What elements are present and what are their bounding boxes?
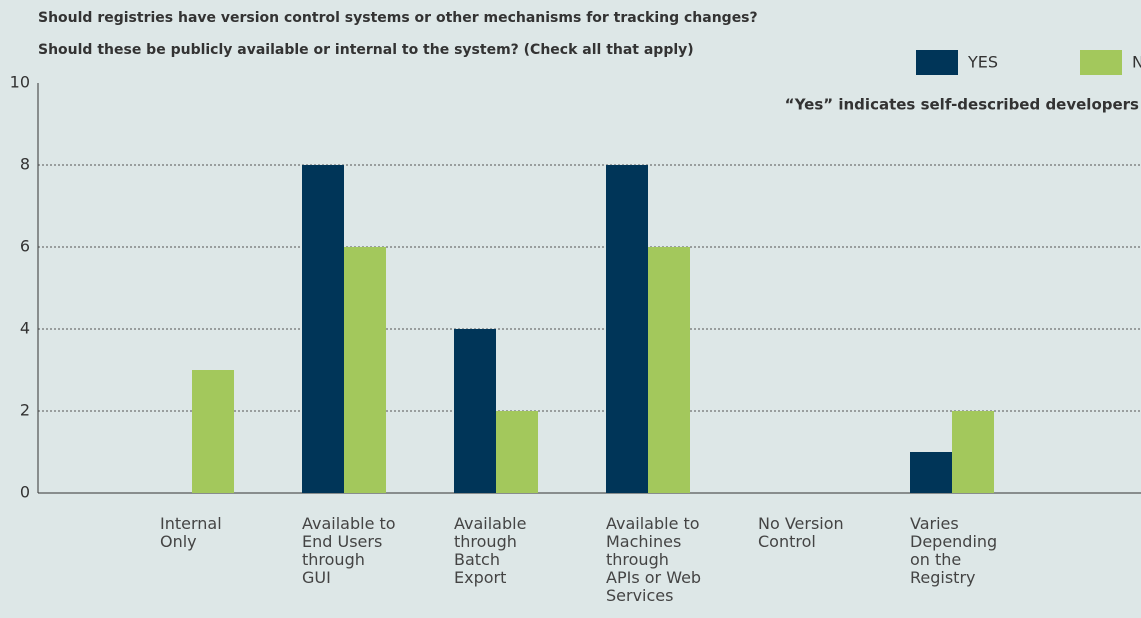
y-tick-label: 6 xyxy=(20,237,30,256)
x-tick-label: Available to Machines through APIs or We… xyxy=(606,514,702,605)
legend-label: YES xyxy=(967,53,998,72)
bar xyxy=(454,329,496,493)
annotation: “Yes” indicates self-described developer… xyxy=(785,96,1139,114)
y-tick-label: 10 xyxy=(10,73,30,92)
bar xyxy=(952,411,994,493)
legend-swatch xyxy=(916,50,958,75)
y-tick-label: 4 xyxy=(20,319,30,338)
legend-label: NO xyxy=(1132,53,1141,72)
chart-subtitle: Should these be publicly available or in… xyxy=(38,42,694,58)
x-tick-label: Varies Depending on the Registry xyxy=(910,514,998,587)
chart-title: Should registries have version control s… xyxy=(38,10,758,26)
x-tick-label: Available to End Users through GUI xyxy=(302,514,396,587)
bar xyxy=(606,165,648,493)
x-tick-label: No Version Control xyxy=(758,514,844,551)
y-tick-label: 2 xyxy=(20,401,30,420)
y-tick-label: 0 xyxy=(20,483,30,502)
bar xyxy=(496,411,538,493)
bar xyxy=(192,370,234,493)
x-tick-label: Internal Only xyxy=(160,514,222,551)
bar xyxy=(344,247,386,493)
y-tick-label: 8 xyxy=(20,155,30,174)
bar xyxy=(302,165,344,493)
bar xyxy=(648,247,690,493)
x-tick-label: Available through Batch Export xyxy=(454,514,527,587)
legend-swatch xyxy=(1080,50,1122,75)
bar xyxy=(910,452,952,493)
